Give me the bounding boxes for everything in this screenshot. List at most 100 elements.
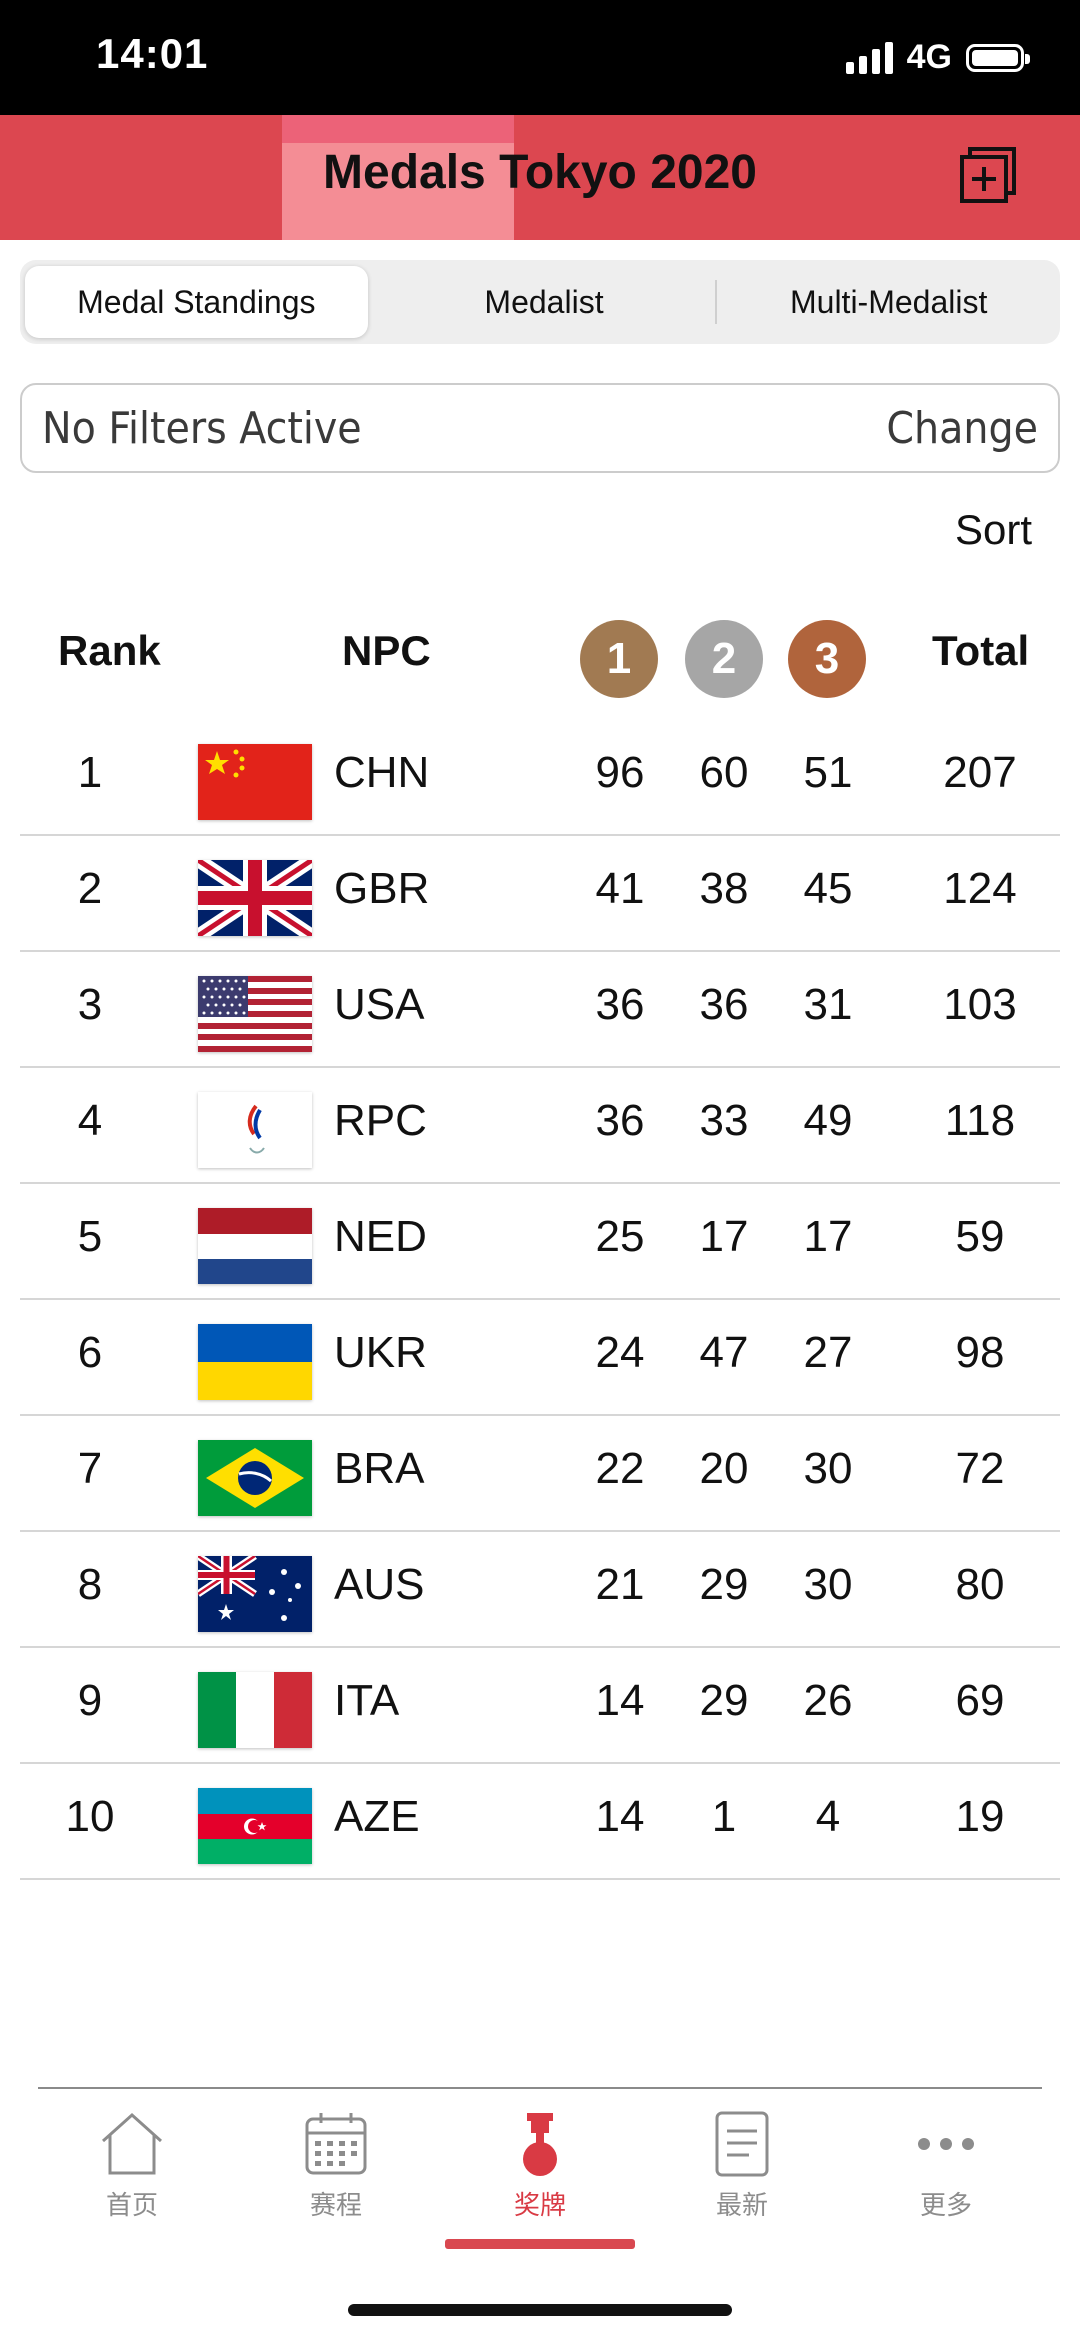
sort-button[interactable]: Sort bbox=[954, 506, 1032, 553]
bronze-count: 17 bbox=[803, 1212, 853, 1261]
azerbaijan-flag-icon bbox=[198, 1788, 312, 1864]
npc-header[interactable]: NPC bbox=[342, 627, 431, 674]
gold-count: 22 bbox=[595, 1444, 645, 1493]
gold-count: 96 bbox=[595, 748, 645, 797]
nav-item-medals[interactable]: 奖牌 bbox=[450, 2109, 630, 2222]
total-count: 19 bbox=[955, 1792, 1005, 1841]
gold-count: 25 bbox=[595, 1212, 645, 1261]
nav-item-news[interactable]: 最新 bbox=[652, 2109, 832, 2222]
gold-count: 14 bbox=[595, 1792, 645, 1841]
rank-header[interactable]: Rank bbox=[58, 627, 161, 674]
brazil-flag-icon bbox=[198, 1440, 312, 1516]
bronze-count: 30 bbox=[803, 1560, 853, 1609]
nav-label-news: 最新 bbox=[715, 2191, 768, 2221]
nav-item-schedule[interactable]: 赛程 bbox=[246, 2109, 426, 2222]
nav-item-home[interactable]: 首页 bbox=[42, 2109, 222, 2222]
bronze-count: 51 bbox=[803, 748, 853, 797]
bronze-count: 45 bbox=[803, 864, 853, 913]
table-header: Rank NPC 1 2 3 Total bbox=[20, 615, 1060, 705]
silver-count: 20 bbox=[699, 1444, 749, 1493]
home-indicator[interactable] bbox=[348, 2304, 732, 2316]
gold-count: 24 bbox=[595, 1328, 645, 1377]
tab-medal-standings[interactable]: Medal Standings bbox=[25, 266, 368, 338]
npc-code: UKR bbox=[334, 1328, 427, 1377]
silver-medal-icon[interactable]: 2 bbox=[685, 620, 763, 698]
nav-label-schedule: 赛程 bbox=[309, 2191, 362, 2221]
silver-count: 47 bbox=[699, 1328, 749, 1377]
calendar-icon bbox=[305, 2113, 367, 2175]
silver-count: 60 bbox=[699, 748, 749, 797]
add-window-icon[interactable] bbox=[958, 145, 1018, 205]
table-row[interactable]: 4 RPC 36 33 49 118 bbox=[20, 1068, 1060, 1184]
total-header[interactable]: Total bbox=[932, 627, 1030, 674]
rank-cell: 2 bbox=[77, 864, 103, 913]
table-row[interactable]: 10 AZE 14 1 4 19 bbox=[20, 1764, 1060, 1880]
china-flag-icon bbox=[198, 744, 312, 820]
npc-code: CHN bbox=[334, 748, 430, 797]
silver-count: 33 bbox=[699, 1096, 749, 1145]
bronze-count: 31 bbox=[803, 980, 853, 1029]
bronze-count: 26 bbox=[803, 1676, 853, 1725]
npc-code: AZE bbox=[334, 1792, 420, 1841]
gold-count: 14 bbox=[595, 1676, 645, 1725]
bronze-medal-icon[interactable]: 3 bbox=[788, 620, 866, 698]
status-icons: 4G bbox=[845, 38, 1030, 77]
gold-medal-icon[interactable]: 1 bbox=[580, 620, 658, 698]
tab-multi-medalist[interactable]: Multi-Medalist bbox=[789, 283, 988, 320]
nav-label-more: 更多 bbox=[919, 2191, 972, 2221]
netherlands-flag-icon bbox=[198, 1208, 312, 1284]
tab-divider bbox=[715, 280, 718, 324]
filter-bar[interactable]: No Filters Active Change bbox=[20, 383, 1060, 473]
total-count: 69 bbox=[955, 1676, 1005, 1725]
rank-cell: 10 bbox=[65, 1792, 115, 1841]
table-row[interactable]: 1 CHN 96 60 51 207 bbox=[20, 720, 1060, 836]
table-row[interactable]: 6 UKR 24 47 27 98 bbox=[20, 1300, 1060, 1416]
active-tab-indicator bbox=[445, 2239, 635, 2249]
tab-medalist[interactable]: Medalist bbox=[484, 283, 604, 320]
npc-code: GBR bbox=[334, 864, 430, 913]
rank-cell: 6 bbox=[77, 1328, 103, 1377]
segmented-tabs: Medal Standings Medalist Multi-Medalist bbox=[20, 260, 1060, 344]
nav-divider bbox=[38, 2087, 1042, 2089]
australia-flag-icon bbox=[198, 1556, 312, 1632]
app-header: Medals Tokyo 2020 bbox=[0, 115, 1080, 240]
gold-count: 41 bbox=[595, 864, 645, 913]
silver-count: 1 bbox=[711, 1792, 737, 1841]
npc-code: USA bbox=[334, 980, 425, 1029]
total-count: 80 bbox=[955, 1560, 1005, 1609]
rpc-flag-icon bbox=[198, 1092, 312, 1168]
npc-code: ITA bbox=[334, 1676, 400, 1725]
total-count: 72 bbox=[955, 1444, 1005, 1493]
table-row[interactable]: 5 NED 25 17 17 59 bbox=[20, 1184, 1060, 1300]
total-count: 118 bbox=[944, 1096, 1016, 1145]
nav-item-more[interactable]: 更多 bbox=[856, 2109, 1036, 2222]
silver-count: 29 bbox=[699, 1676, 749, 1725]
battery-icon bbox=[966, 43, 1030, 72]
rank-cell: 1 bbox=[77, 748, 103, 797]
rank-cell: 7 bbox=[77, 1444, 103, 1493]
rank-cell: 4 bbox=[77, 1096, 103, 1145]
gold-count: 36 bbox=[595, 980, 645, 1029]
bronze-count: 27 bbox=[803, 1328, 853, 1377]
change-filter-button[interactable]: Change bbox=[886, 402, 1038, 454]
italy-flag-icon bbox=[198, 1672, 312, 1748]
bronze-count: 30 bbox=[803, 1444, 853, 1493]
table-row[interactable]: 9 ITA 14 29 26 69 bbox=[20, 1648, 1060, 1764]
silver-count: 38 bbox=[699, 864, 749, 913]
ukraine-flag-icon bbox=[198, 1324, 312, 1400]
gold-count: 36 bbox=[595, 1096, 645, 1145]
table-row[interactable]: 2 GBR 41 38 45 124 bbox=[20, 836, 1060, 952]
npc-code: AUS bbox=[334, 1560, 425, 1609]
table-row[interactable]: 7 BRA 22 20 30 72 bbox=[20, 1416, 1060, 1532]
table-row[interactable]: 3 USA 36 36 31 103 bbox=[20, 952, 1060, 1068]
npc-code: BRA bbox=[334, 1444, 425, 1493]
status-time: 14:01 bbox=[96, 30, 209, 77]
medal-table: 1 CHN 96 60 51 207 2 GBR 41 38 45 12 bbox=[20, 720, 1060, 1880]
status-bar: 14:01 4G bbox=[0, 0, 1080, 115]
table-row[interactable]: 8 AUS 21 29 30 80 bbox=[20, 1532, 1060, 1648]
header-highlight bbox=[282, 115, 514, 240]
npc-code: RPC bbox=[334, 1096, 427, 1145]
network-type: 4G bbox=[906, 38, 952, 76]
more-icon bbox=[918, 2138, 974, 2150]
silver-count: 17 bbox=[699, 1212, 749, 1261]
